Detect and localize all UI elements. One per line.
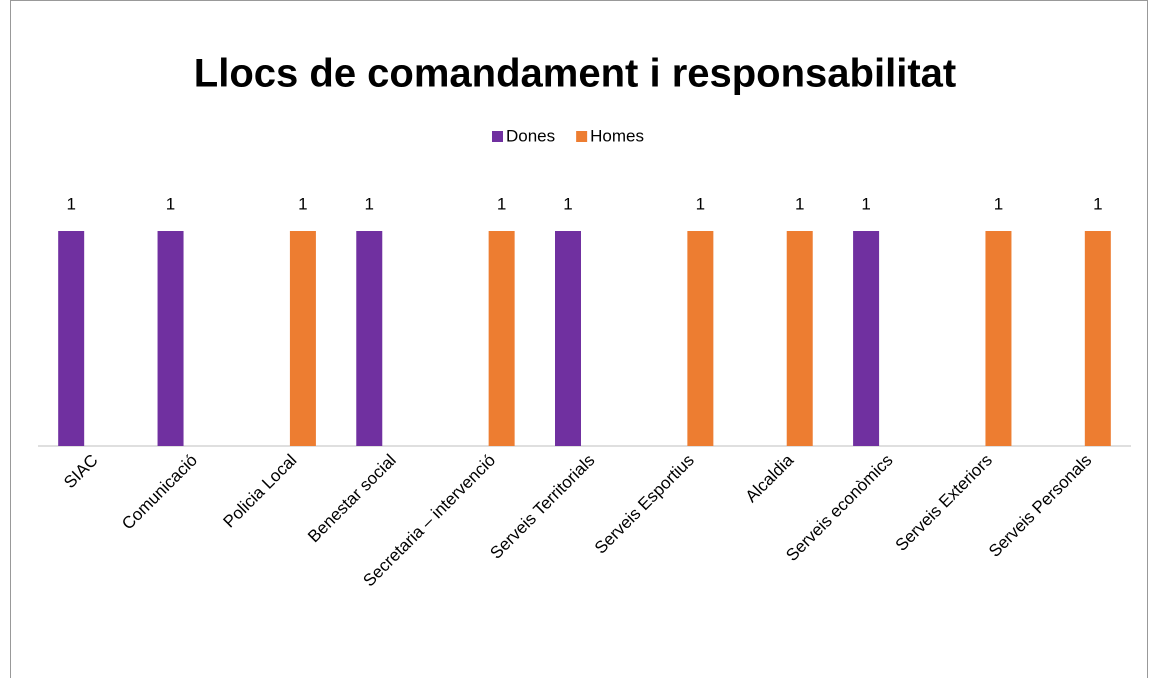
value-label: 1 — [1093, 194, 1102, 213]
value-label: 1 — [994, 194, 1003, 213]
bar — [786, 231, 813, 446]
value-label: 1 — [298, 194, 307, 213]
legend-label: Dones — [506, 126, 555, 145]
bar — [488, 231, 515, 446]
value-label: 1 — [563, 194, 572, 213]
value-label: 1 — [861, 194, 870, 213]
value-label: 1 — [795, 194, 804, 213]
value-label: 1 — [66, 194, 75, 213]
bar — [687, 231, 714, 446]
bar — [1084, 231, 1111, 446]
legend-swatch — [576, 131, 588, 142]
bar — [289, 231, 316, 446]
bar — [58, 231, 85, 446]
value-label: 1 — [365, 194, 374, 213]
bar — [356, 231, 383, 446]
bar — [157, 231, 184, 446]
legend-label: Homes — [590, 126, 644, 145]
value-label: 1 — [696, 194, 705, 213]
value-label: 1 — [497, 194, 506, 213]
value-label: 1 — [166, 194, 175, 213]
bar — [555, 231, 581, 446]
bar — [853, 231, 880, 446]
legend-swatch — [492, 131, 503, 142]
bar — [985, 231, 1012, 446]
chart-title: Llocs de comandament i responsabilitat — [194, 52, 956, 96]
